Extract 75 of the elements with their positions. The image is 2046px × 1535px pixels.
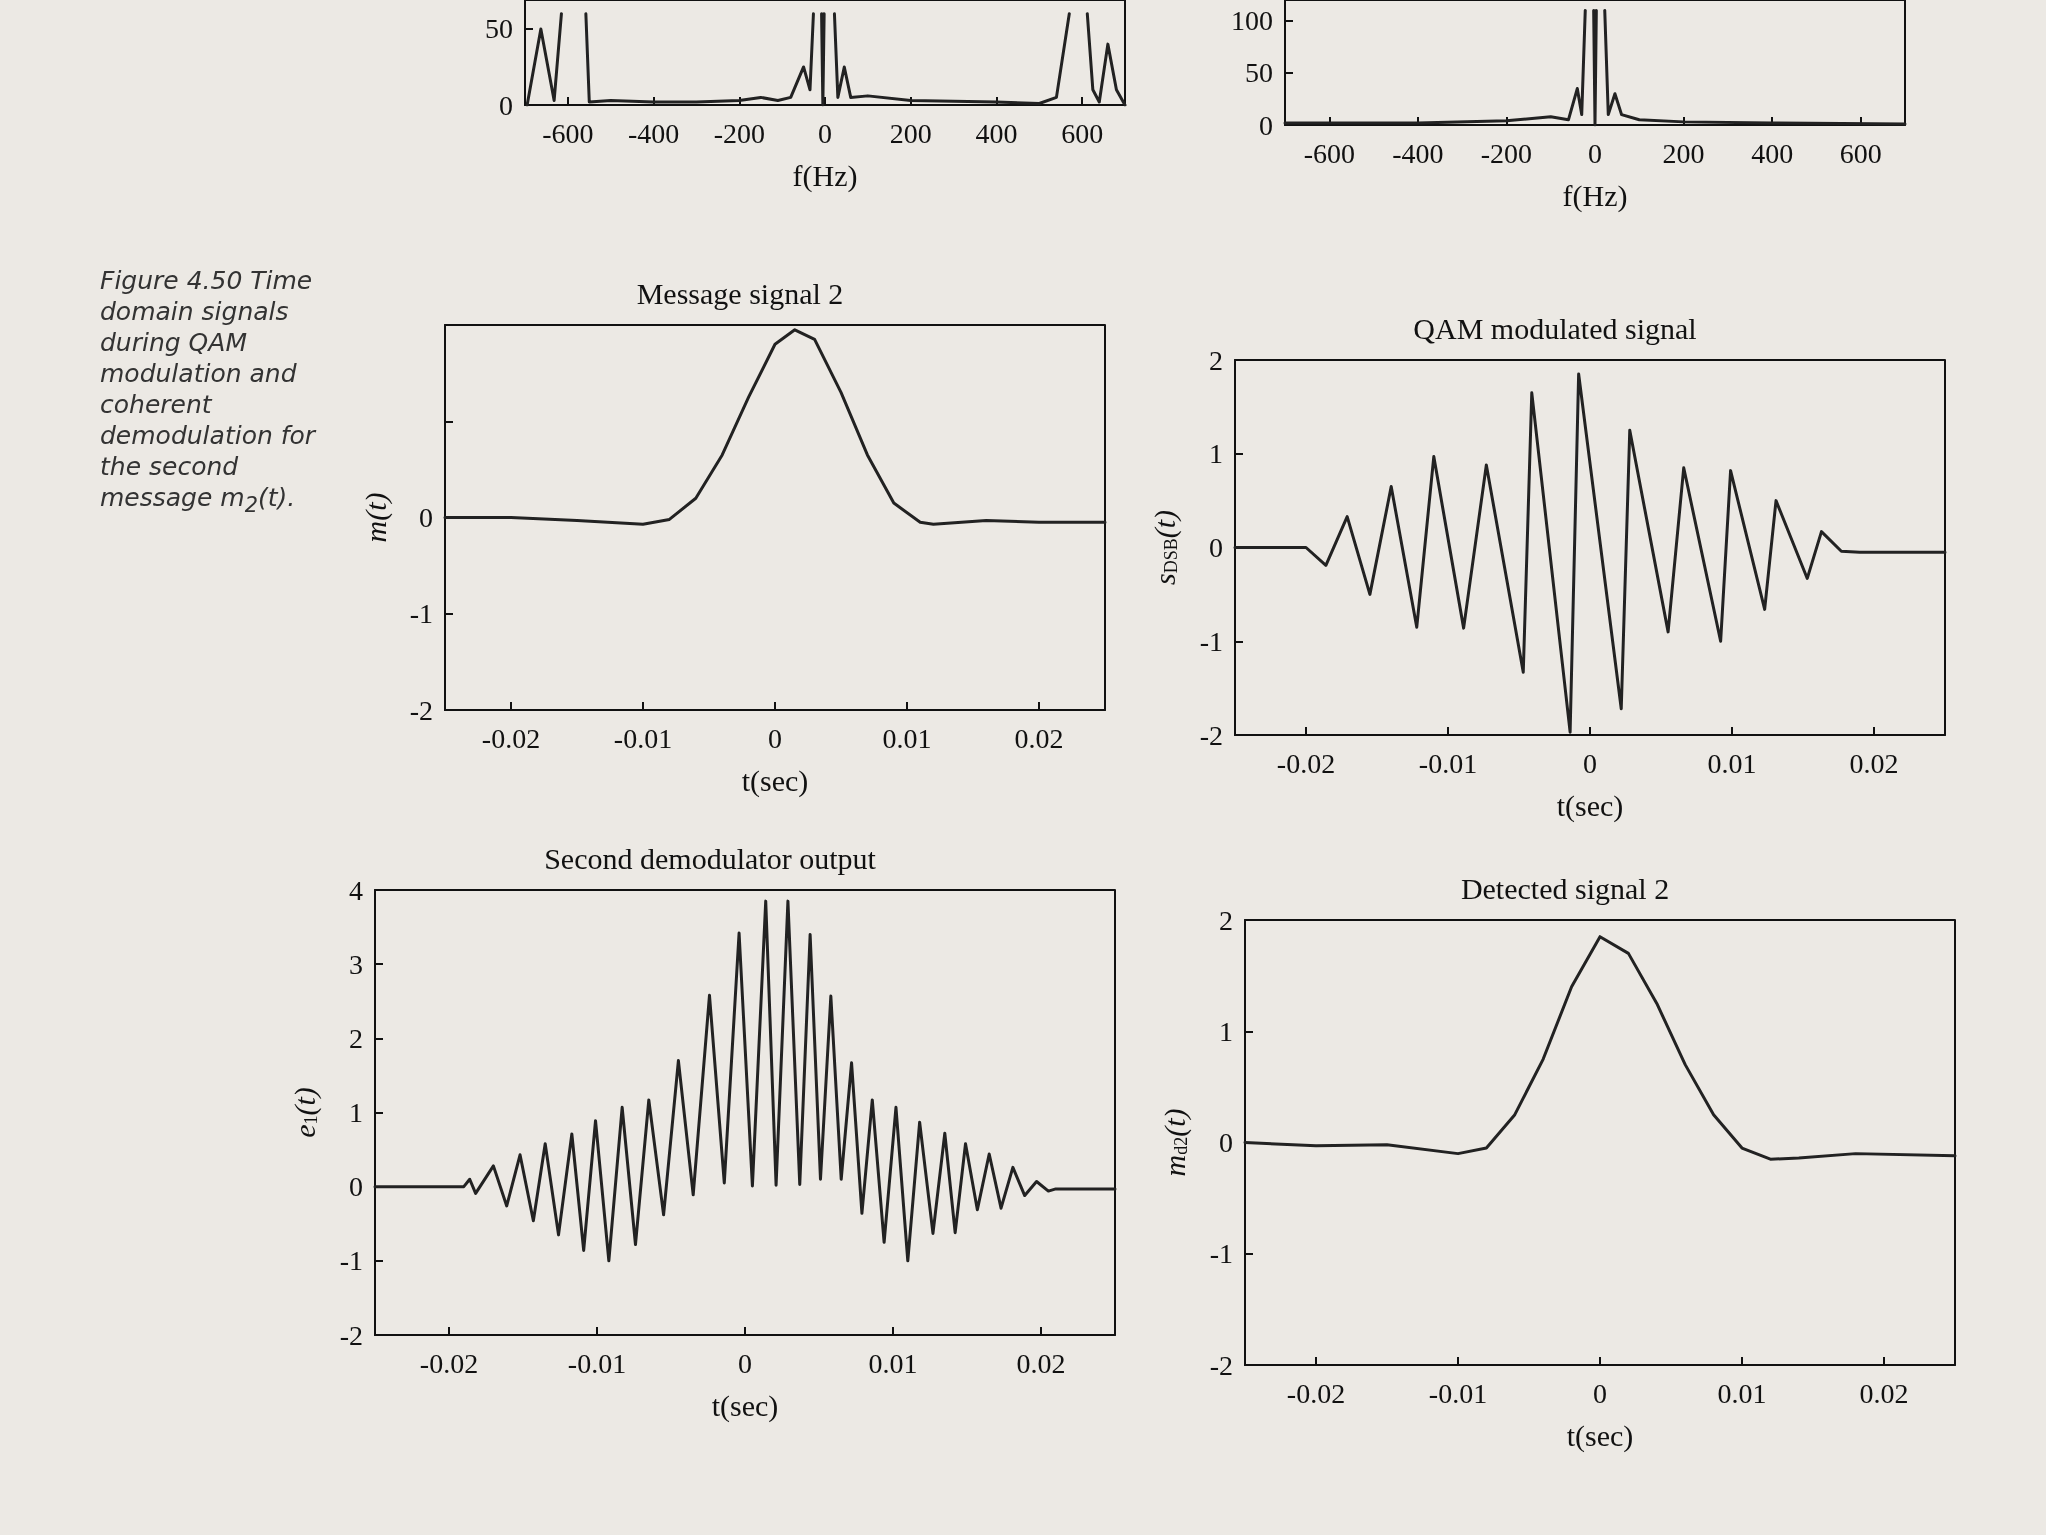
y-tick-label: 2 <box>1209 344 1223 376</box>
x-tick-label: -200 <box>1480 137 1533 169</box>
x-tick-label: -200 <box>713 117 765 149</box>
y-tick-label: 4 <box>349 874 363 906</box>
text: Figure 4.50 Time domain signals during QAM modulation and coherent demodulation for the second message m$_{2}$(t). <box>100 266 316 517</box>
y-tick-label: 1 <box>1209 438 1223 470</box>
x-tick-label: 0.02 <box>1859 1377 1909 1409</box>
y-tick-label: -1 <box>409 598 433 630</box>
line-series <box>373 899 1117 1263</box>
chart-title: Message signal 2 <box>636 276 844 310</box>
y-axis-title: sDSB(t) <box>1147 509 1182 586</box>
x-tick-label: 0 <box>1583 747 1597 779</box>
x-tick-label: -600 <box>1303 137 1355 169</box>
y-tick-label: -2 <box>1199 719 1223 751</box>
y-tick-label: 1 <box>1219 1015 1233 1047</box>
y-tick-label: 1 <box>349 1097 363 1128</box>
x-axis-title: f(Hz) <box>1562 178 1628 213</box>
x-tick-label: 400 <box>975 117 1018 149</box>
x-tick-label: -0.02 <box>419 1347 479 1379</box>
x-tick-label: -0.01 <box>567 1347 627 1379</box>
y-tick-label: -1 <box>1199 625 1223 657</box>
y-tick-label: 50 <box>485 13 513 45</box>
y-tick-label: 100 <box>1231 5 1273 37</box>
chart-title: QAM modulated signal <box>1413 311 1697 345</box>
x-tick-label: -0.02 <box>481 722 541 754</box>
x-tick-label: 0.02 <box>1014 722 1064 754</box>
x-tick-label: -600 <box>542 117 594 149</box>
x-tick-label: -400 <box>1392 137 1444 169</box>
x-tick-label: 0.01 <box>1717 1377 1767 1409</box>
line-series <box>443 328 1107 526</box>
y-tick-label: 0 <box>1209 532 1223 563</box>
x-tick-label: 200 <box>889 117 932 149</box>
y-tick-label: 0 <box>1219 1127 1233 1158</box>
chart-title: Detected signal 2 <box>1460 871 1670 905</box>
line-series <box>1243 935 1957 1161</box>
y-tick-label: 2 <box>349 1022 363 1054</box>
x-tick-label: -0.02 <box>1276 747 1336 779</box>
x-tick-label: 600 <box>1839 137 1882 169</box>
x-tick-label: -0.01 <box>1428 1377 1488 1409</box>
x-tick-label: -0.01 <box>613 722 673 754</box>
x-tick-label: 0.01 <box>868 1347 918 1379</box>
x-tick-label: 0 <box>818 117 832 149</box>
y-tick-label: -1 <box>1209 1238 1233 1270</box>
x-tick-label: 600 <box>1061 117 1104 149</box>
y-tick-label: 2 <box>1219 904 1233 936</box>
y-tick-label: 0 <box>419 502 433 533</box>
x-tick-label: 200 <box>1662 137 1705 169</box>
y-tick-label: -2 <box>339 1319 363 1351</box>
x-tick-label: 400 <box>1751 137 1794 169</box>
x-tick-label: -400 <box>627 117 680 149</box>
x-tick-label: 0 <box>768 722 782 754</box>
x-axis-title: t(sec) <box>711 1388 779 1423</box>
x-tick-label: 0.02 <box>1016 1347 1066 1379</box>
x-tick-label: -0.01 <box>1418 747 1478 779</box>
y-tick-label: -2 <box>409 694 433 726</box>
y-tick-label: 50 <box>1245 57 1273 89</box>
x-tick-label: 0 <box>1593 1377 1607 1409</box>
y-tick-label: -2 <box>1209 1349 1233 1381</box>
y-axis-title: e1(t) <box>287 1087 322 1138</box>
y-tick-label: 3 <box>349 948 363 980</box>
x-tick-label: -0.02 <box>1286 1377 1346 1409</box>
x-tick-label: 0 <box>1588 137 1602 169</box>
y-tick-label: -1 <box>339 1245 363 1277</box>
chart-title: Second demodulator output <box>544 841 877 875</box>
x-axis-title: f(Hz) <box>792 158 858 193</box>
x-tick-label: 0.02 <box>1849 747 1899 779</box>
x-tick-label: 0.01 <box>882 722 932 754</box>
y-axis-title: md2(t) <box>1157 1108 1192 1177</box>
y-tick-label: 0 <box>349 1171 363 1203</box>
x-axis-title: t(sec) <box>1556 788 1624 823</box>
y-axis-title: m(t) <box>358 492 393 543</box>
x-axis-title: t(sec) <box>741 763 809 798</box>
x-tick-label: 0 <box>738 1347 752 1379</box>
x-tick-label: 0.01 <box>1707 747 1757 779</box>
x-axis-title: t(sec) <box>1566 1418 1634 1453</box>
